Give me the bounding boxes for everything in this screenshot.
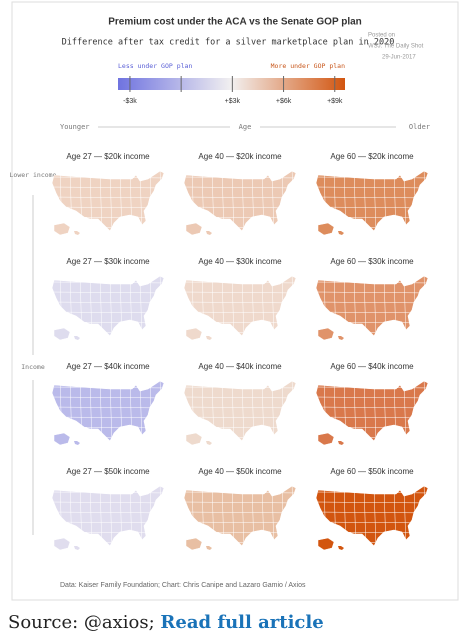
y-axis-label: Income <box>21 363 45 371</box>
alaska <box>185 432 203 446</box>
legend-tick-label: -$3k <box>123 98 137 105</box>
map-shape <box>315 485 429 547</box>
state-border <box>184 291 296 294</box>
read-article-link[interactable]: Read full article <box>160 612 324 633</box>
panel-title: Age 27 — $20k income <box>66 152 150 161</box>
watermark: WSJ: The Daily Shot <box>368 44 424 50</box>
us-map <box>51 485 165 551</box>
panel-title: Age 60 — $20k income <box>330 152 414 161</box>
alaska <box>317 222 335 236</box>
hawaii <box>206 231 212 235</box>
chart-title: Premium cost under the ACA vs the Senate… <box>108 17 362 28</box>
watermark: Posted on <box>368 33 395 39</box>
state-border <box>184 396 296 399</box>
map-shape <box>315 170 429 232</box>
watermark: 29-Jun-2017 <box>382 55 416 61</box>
map-shape <box>183 170 297 232</box>
map-shape <box>183 380 297 442</box>
alaska <box>317 432 335 446</box>
state-border <box>184 186 296 189</box>
hawaii <box>74 336 80 340</box>
state-border <box>316 501 428 504</box>
map-shape <box>51 485 165 547</box>
state-border <box>52 396 164 399</box>
alaska <box>53 432 71 446</box>
panel-title: Age 60 — $40k income <box>330 362 414 371</box>
x-axis-right: Older <box>409 123 430 131</box>
hawaii <box>338 231 344 235</box>
state-border <box>52 186 164 189</box>
hawaii <box>74 441 80 445</box>
hawaii <box>206 441 212 445</box>
panel-title: Age 60 — $30k income <box>330 257 414 266</box>
map-shape <box>315 380 429 442</box>
footer: Data: Kaiser Family Foundation; Chart: C… <box>60 582 306 589</box>
state-border <box>316 186 428 189</box>
hawaii <box>338 546 344 550</box>
hawaii <box>206 336 212 340</box>
state-border <box>52 291 164 294</box>
state-border <box>52 501 164 504</box>
panel-title: Age 40 — $50k income <box>198 467 282 476</box>
x-axis-left: Younger <box>60 123 90 131</box>
panel-title: Age 40 — $40k income <box>198 362 282 371</box>
map-shape <box>183 275 297 337</box>
legend-tick-label: +$9k <box>327 98 343 105</box>
hawaii <box>74 546 80 550</box>
legend-tick-label: +$3k <box>225 98 241 105</box>
state-border <box>316 291 428 294</box>
map-shape <box>183 485 297 547</box>
alaska <box>53 222 71 236</box>
legend-right: More under GOP plan <box>271 62 345 70</box>
alaska <box>53 537 71 551</box>
hawaii <box>338 441 344 445</box>
alaska <box>317 537 335 551</box>
legend-left: Less under GOP plan <box>118 62 192 70</box>
alaska <box>317 327 335 341</box>
hawaii <box>338 336 344 340</box>
us-map <box>183 485 297 551</box>
panel-title: Age 27 — $30k income <box>66 257 150 266</box>
state-border <box>316 396 428 399</box>
alaska <box>185 537 203 551</box>
alaska <box>185 222 203 236</box>
state-border <box>184 501 296 504</box>
y-axis-top: Lower income <box>10 171 57 179</box>
hawaii <box>206 546 212 550</box>
alaska <box>53 327 71 341</box>
source-line: Source: @axios; Read full article <box>8 612 324 633</box>
us-map <box>183 170 297 236</box>
source-text: Source: @axios; <box>8 612 155 633</box>
panel-title: Age 27 — $50k income <box>66 467 150 476</box>
hawaii <box>74 231 80 235</box>
panel-title: Age 40 — $30k income <box>198 257 282 266</box>
legend-tick-label: +$6k <box>276 98 292 105</box>
chart-subtitle: Difference after tax credit for a silver… <box>62 38 395 48</box>
x-axis-label: Age <box>239 123 252 131</box>
map-shape <box>315 275 429 337</box>
map-shape <box>51 380 165 442</box>
legend-bar <box>118 78 345 90</box>
panel-title: Age 60 — $50k income <box>330 467 414 476</box>
map-shape <box>51 275 165 337</box>
alaska <box>185 327 203 341</box>
chart: Premium cost under the ACA vs the Senate… <box>10 1 459 601</box>
panel-title: Age 27 — $40k income <box>66 362 150 371</box>
map-shape <box>51 170 165 232</box>
panel-title: Age 40 — $20k income <box>198 152 282 161</box>
